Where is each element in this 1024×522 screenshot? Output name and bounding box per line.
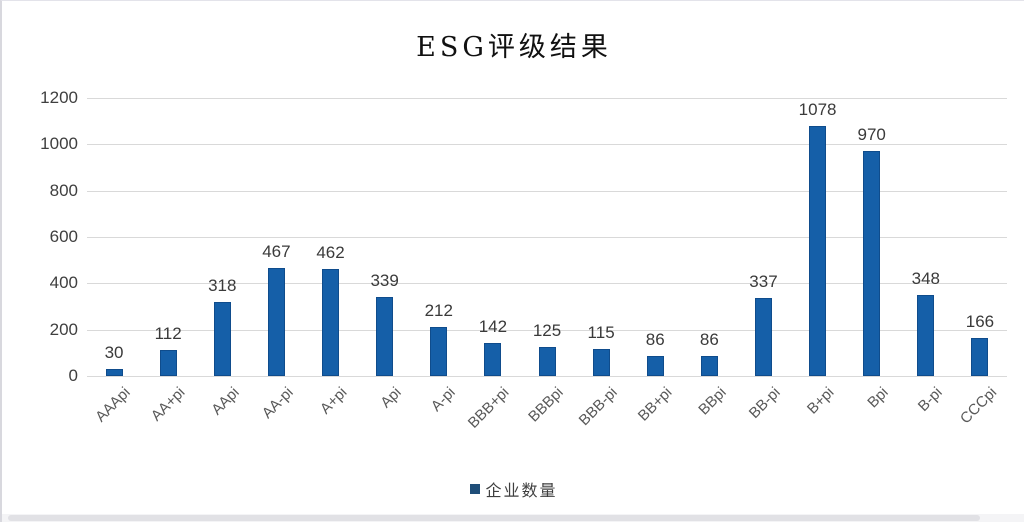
- bar-Api: [376, 297, 394, 376]
- bar-BBB+pi: [484, 343, 502, 376]
- bar-value-label: 115: [587, 323, 615, 343]
- bar-AAApi: [105, 369, 123, 376]
- gridline: [87, 144, 1007, 146]
- bar-value-label: 970: [857, 125, 886, 145]
- horizontal-scrollbar-thumb[interactable]: [8, 515, 980, 521]
- x-axis-label-BBB-pi: BBB-pi: [576, 384, 622, 430]
- bar-value-label: 30: [104, 343, 124, 363]
- bar-value-label: 339: [370, 271, 399, 291]
- plot-area: 30 112 318 467 462 339 212 142 125 115 86 86 337 1078…: [87, 98, 1007, 432]
- legend-series-label: 企业数量: [485, 483, 558, 500]
- x-axis-label-BB+pi: BB+pi: [634, 384, 676, 425]
- bar-value-label: 86: [699, 330, 719, 350]
- y-axis-tick-label: 800: [49, 180, 78, 200]
- x-axis-label-BBB+pi: BBB+pi: [465, 384, 513, 432]
- bar-BB+pi: [646, 356, 664, 376]
- bar-Bpi: [863, 151, 881, 376]
- y-axis-tick-label: 400: [49, 273, 78, 293]
- gridline: [87, 190, 1007, 192]
- gridline: [87, 376, 1007, 377]
- bar-value-label: 166: [965, 311, 995, 331]
- y-axis-tick-label: 1200: [40, 88, 78, 107]
- bar-value-label: 337: [749, 271, 778, 291]
- bar-BBBpi: [538, 347, 556, 376]
- x-axis-label-CCCpi: CCCpi: [956, 384, 1000, 428]
- gridline: [87, 329, 1007, 331]
- x-axis-label-BBpi: BBpi: [694, 384, 730, 419]
- bar-value-label: 1078: [798, 100, 837, 120]
- bar-BBpi: [700, 356, 718, 376]
- bar-AApi: [213, 302, 231, 376]
- bar-B-pi: [917, 295, 935, 376]
- bar-BB-pi: [754, 297, 772, 376]
- x-axis-label-Api: Api: [377, 384, 405, 412]
- y-axis-tick-label: 0: [68, 366, 78, 385]
- chart-title: ESG评级结果: [416, 32, 612, 63]
- bar-CCCpi: [971, 337, 989, 376]
- x-axis-label-A+pi: A+pi: [316, 384, 351, 418]
- bar-value-label: 86: [645, 330, 665, 350]
- gridline: [87, 283, 1007, 285]
- x-axis-label-BB-pi: BB-pi: [745, 384, 784, 422]
- x-axis-label-Bpi: Bpi: [864, 384, 892, 412]
- x-axis-label-AA-pi: AA-pi: [258, 384, 297, 422]
- gridline: [87, 237, 1007, 238]
- bar-AA+pi: [159, 350, 177, 376]
- bar-B+pi: [809, 126, 827, 376]
- x-axis-label-AAApi: AAApi: [92, 384, 135, 426]
- x-axis-label-AApi: AApi: [207, 384, 243, 419]
- bar-value-label: 125: [532, 321, 562, 341]
- y-axis-tick-label: 600: [49, 227, 78, 246]
- bar-A+pi: [322, 268, 340, 376]
- bar-value-label: 348: [911, 269, 940, 289]
- legend-marker-square: [470, 484, 481, 494]
- bar-value-label: 142: [478, 317, 508, 337]
- legend: 企业数量: [2, 477, 1024, 501]
- x-axis-label-B-pi: B-pi: [914, 384, 946, 415]
- gridline: [87, 98, 1007, 99]
- bar-value-label: 318: [208, 276, 237, 296]
- x-axis-label-A-pi: A-pi: [427, 384, 459, 415]
- bar-value-label: 112: [154, 324, 182, 344]
- bar-BBB-pi: [592, 349, 610, 376]
- y-axis-tick-label: 1000: [40, 134, 78, 154]
- bar-value-label: 212: [424, 300, 453, 320]
- x-axis-label-B+pi: B+pi: [804, 384, 838, 418]
- bar-value-label: 467: [262, 241, 291, 261]
- bar-A-pi: [430, 326, 448, 376]
- x-axis-label-BBBpi: BBBpi: [525, 384, 568, 426]
- bar-AA-pi: [267, 267, 285, 376]
- horizontal-scrollbar: [2, 514, 1024, 522]
- x-axis-label-AA+pi: AA+pi: [147, 384, 189, 425]
- bar-value-label: 462: [316, 242, 345, 262]
- y-axis-tick-label: 200: [49, 319, 78, 339]
